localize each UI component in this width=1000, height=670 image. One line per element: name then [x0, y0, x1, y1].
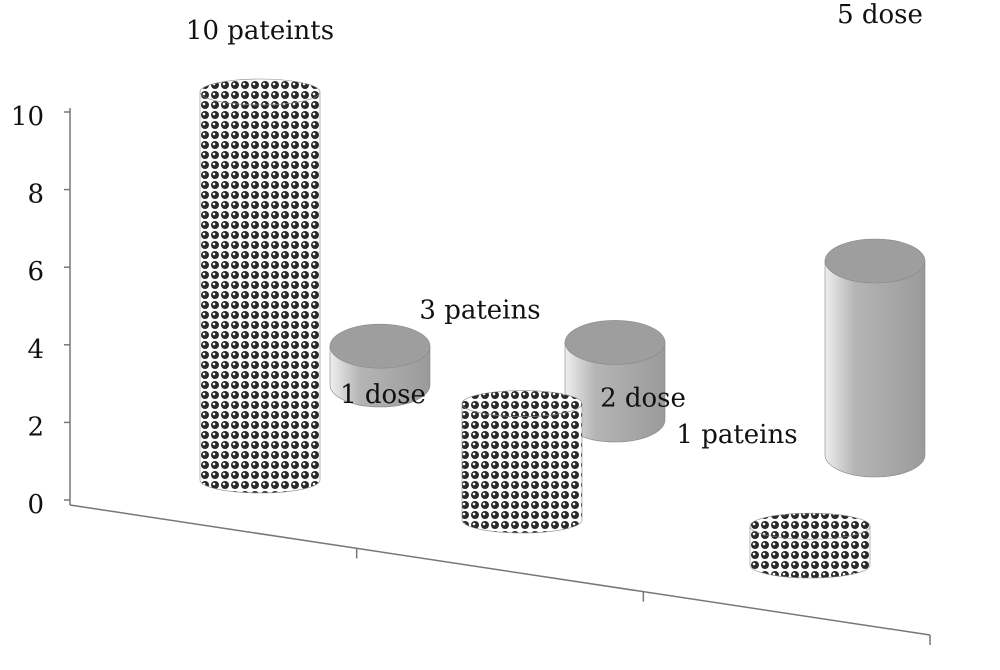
y-tick-label: 6	[27, 257, 44, 287]
data-label: 1 pateins	[676, 420, 797, 450]
data-label: 3 pateins	[419, 296, 540, 326]
cylinder-body	[461, 403, 583, 534]
y-tick-label: 0	[27, 490, 44, 520]
y-tick-label: 4	[27, 335, 44, 365]
y-tick-label: 8	[27, 180, 44, 210]
y-tick-label: 10	[11, 102, 44, 132]
cylinder-top	[199, 78, 321, 106]
cylinder-top	[824, 238, 926, 284]
cylinder-body	[199, 91, 321, 494]
cylinder-body	[824, 260, 926, 478]
cylinder-top	[461, 390, 583, 417]
x-axis	[69, 504, 931, 636]
data-label: 2 dose	[600, 383, 686, 413]
data-label: 5 dose	[837, 0, 923, 30]
data-label: 1 dose	[340, 380, 426, 410]
cylinder-top	[564, 320, 666, 365]
data-label: 10 pateints	[186, 16, 334, 46]
cylinder-body	[749, 525, 871, 579]
cylinder-top	[749, 512, 871, 540]
y-tick-label: 2	[27, 412, 44, 442]
cylinder-top	[329, 323, 431, 369]
